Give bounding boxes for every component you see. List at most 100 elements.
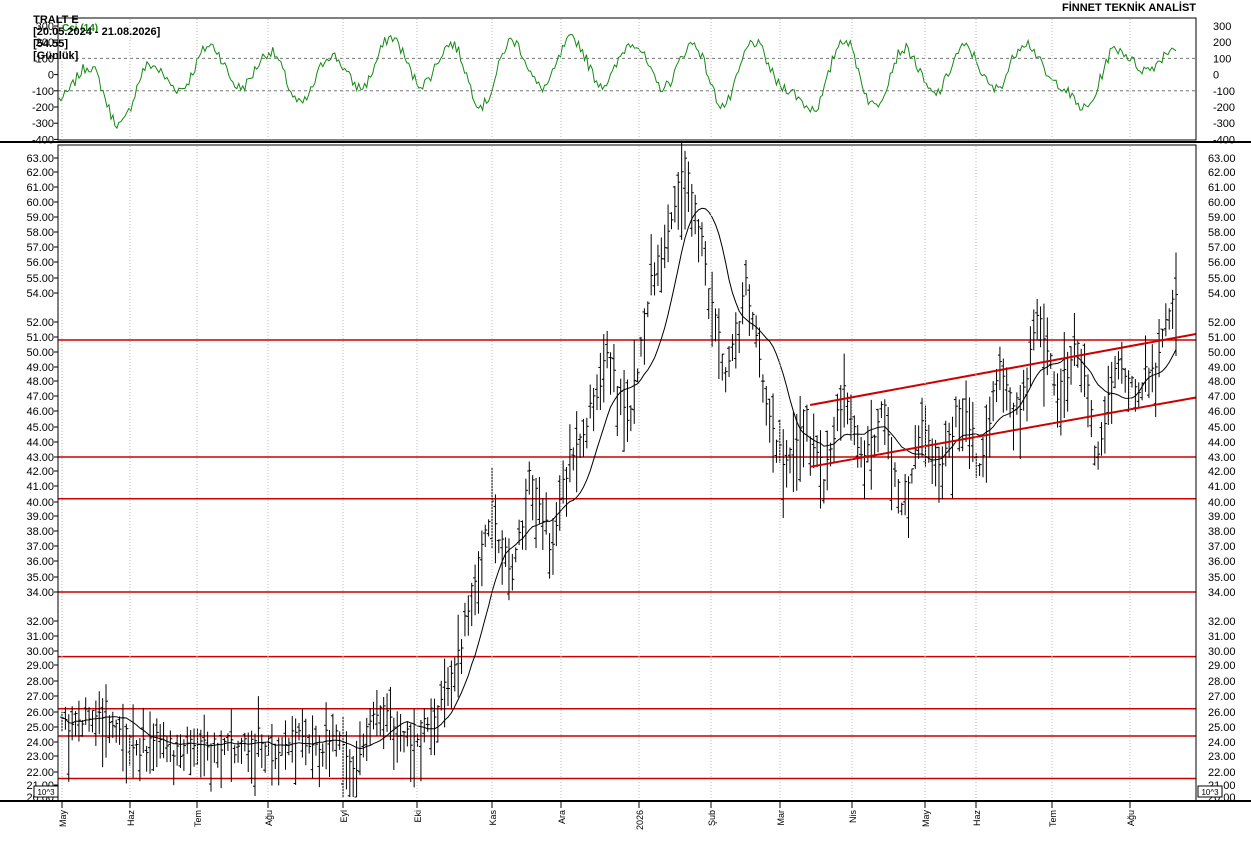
cci-y-tick-right: 0 [1213,70,1219,82]
scale-marker-right [1197,785,1223,798]
date-range-label: [20.05.2024 - 21.08.2026] [33,26,161,38]
x-tick-label: Haz [126,810,136,827]
price-y-tick-right: 35.00 [1208,572,1236,584]
price-y-tick-left: 51.00 [26,332,54,344]
cci-y-tick-right: 100 [1213,53,1231,65]
cci-y-tick-left: 0 [48,70,54,82]
channel-upper-line [809,333,1197,406]
x-tick-label: Tem [1048,810,1058,827]
price-y-tick-left: 25.00 [26,722,54,734]
price-y-tick-left: 58.00 [26,227,54,239]
x-tick-label: Ara [557,810,567,824]
price-y-tick-right: 22.00 [1208,767,1236,779]
price-y-tick-right: 60.00 [1208,197,1236,209]
price-y-tick-right: 45.00 [1208,422,1236,434]
price-y-tick-right: 55.00 [1208,273,1236,285]
price-y-tick-right: 61.00 [1208,182,1236,194]
price-y-tick-left: 54.00 [26,288,54,300]
price-y-tick-left: 47.00 [26,391,54,403]
price-y-tick-right: 56.00 [1208,257,1236,269]
price-y-tick-right: 32.00 [1208,616,1236,628]
cci-y-tick-right: -200 [1213,102,1235,114]
price-y-tick-right: 44.00 [1208,437,1236,449]
period-label: [Günlük] [33,50,79,62]
price-y-tick-left: 40.00 [26,497,54,509]
price-y-tick-left: 57.00 [26,242,54,254]
price-y-tick-right: 27.00 [1208,691,1236,703]
cci-y-tick-right: 300 [1213,21,1231,33]
price-y-tick-left: 55.00 [26,273,54,285]
last-price-label: [54.55] [33,38,68,50]
price-y-tick-right: 58.00 [1208,227,1236,239]
price-y-tick-left: 35.00 [26,572,54,584]
price-y-tick-right: 46.00 [1208,406,1236,418]
provider-label: FİNNET TEKNİK ANALİST [1061,2,1196,14]
channel-lower-line [809,396,1197,468]
price-y-tick-right: 52.00 [1208,317,1236,329]
price-y-tick-left: 50.00 [26,347,54,359]
price-y-tick-right: 34.00 [1208,587,1236,599]
cci-y-tick-right: 200 [1213,37,1231,49]
moving-average-line [61,207,1177,750]
scale-marker-right-label: 10^3 [1201,788,1219,797]
price-y-tick-left: 43.00 [26,452,54,464]
price-y-tick-left: 36.00 [26,556,54,568]
price-y-tick-right: 23.00 [1208,751,1236,763]
price-y-tick-right: 28.00 [1208,676,1236,688]
price-y-tick-left: 34.00 [26,587,54,599]
price-y-tick-left: 31.00 [26,631,54,643]
price-y-tick-right: 36.00 [1208,556,1236,568]
cci-title: Cci (14) [62,23,98,34]
price-y-tick-left: 62.00 [26,167,54,179]
price-y-tick-right: 31.00 [1208,631,1236,643]
cci-y-tick-right: -400 [1213,134,1235,146]
price-y-tick-left: 45.00 [26,422,54,434]
x-tick-label: Eki [413,810,423,823]
price-y-tick-left: 56.00 [26,257,54,269]
price-y-tick-right: 25.00 [1208,722,1236,734]
price-y-tick-right: 40.00 [1208,497,1236,509]
x-axis: May Haz Tem Ağu Eyl Eki Kas Ara 2026 Şub Mar Nis May… [58,19,1136,830]
price-y-tick-right: 63.00 [1208,153,1236,165]
price-y-tick-right: 24.00 [1208,737,1236,749]
cci-panel: 300 300 200 200 100 100 0 0 -100 -100 -200 -200 -300… [32,21,1235,146]
price-y-tick-left: 39.00 [26,511,54,523]
scale-marker-left-label: 10^3 [37,788,55,797]
x-tick-label: Şub [707,810,717,826]
price-y-tick-right: 48.00 [1208,376,1236,388]
price-y-tick-left: 37.00 [26,541,54,553]
price-y-tick-left: 26.00 [26,707,54,719]
price-y-tick-right: 59.00 [1208,212,1236,224]
cci-y-tick-left: -400 [32,134,54,146]
cci-y-tick-left: 100 [36,53,54,65]
price-y-tick-right: 49.00 [1208,362,1236,374]
x-tick-label: May [921,810,931,828]
price-y-tick-right: 47.00 [1208,391,1236,403]
price-y-tick-right: 42.00 [1208,466,1236,478]
cci-y-tick-left: -200 [32,102,54,114]
cci-line [58,33,1177,130]
x-tick-label: Tem [193,810,203,827]
cci-y-tick-right: -100 [1213,86,1235,98]
price-y-tick-left: 32.00 [26,616,54,628]
price-y-tick-left: 59.00 [26,212,54,224]
price-y-tick-left: 41.00 [26,481,54,493]
price-y-tick-right: 50.00 [1208,347,1236,359]
price-y-tick-left: 60.00 [26,197,54,209]
price-frame [57,144,1197,802]
price-y-tick-left: 30.00 [26,646,54,658]
price-y-tick-left: 61.00 [26,182,54,194]
price-y-tick-left: 63.00 [26,153,54,165]
price-y-tick-left: 22.00 [26,767,54,779]
price-y-tick-left: 23.00 [26,751,54,763]
price-y-tick-right: 38.00 [1208,526,1236,538]
symbol-label: TRALT E [33,14,79,26]
price-y-tick-right: 54.00 [1208,288,1236,300]
price-panel: 63.00 63.00 62.00 62.00 61.00 61.00 60.00 60.00… [26,143,1236,804]
price-y-tick-left: 44.00 [26,437,54,449]
price-y-tick-right: 30.00 [1208,646,1236,658]
price-y-tick-right: 43.00 [1208,452,1236,464]
price-y-tick-right: 37.00 [1208,541,1236,553]
cci-y-tick-right: -300 [1213,118,1235,130]
